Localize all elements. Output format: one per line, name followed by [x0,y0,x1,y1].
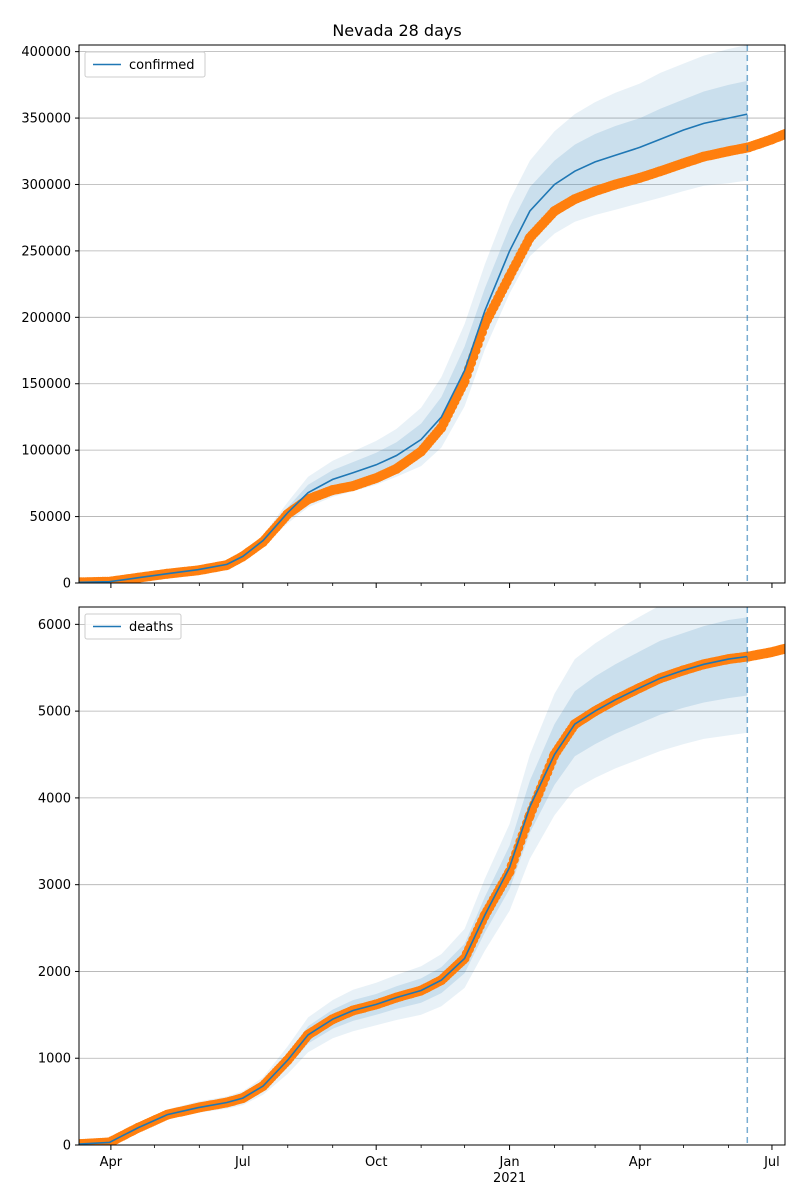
y-tick-label: 6000 [38,618,71,633]
y-tick-label: 50000 [30,510,71,525]
y-tick-label: 350000 [21,112,71,127]
legend: confirmed [84,51,206,78]
legend-label: deaths [129,620,174,635]
observed-point [780,643,785,654]
x-tick-label: Jan [499,1155,520,1170]
chart-title: Nevada 28 days [332,21,461,40]
y-tick-label: 400000 [21,45,71,60]
y-tick-label: 0 [63,1139,71,1154]
legend: deaths [84,613,182,640]
plot-area [79,607,785,1145]
uncertainty-band-outer [79,45,748,583]
y-tick-label: 4000 [38,791,71,806]
y-tick-label: 300000 [21,178,71,193]
y-tick-label: 2000 [38,965,71,980]
y-tick-label: 200000 [21,311,71,326]
plot-area [79,45,785,583]
uncertainty-band-outer [79,607,748,1145]
y-tick-label: 5000 [38,705,71,720]
legend-box [84,51,206,78]
axes-frame [78,606,786,1146]
y-tick-label: 0 [63,577,71,592]
legend-box [84,613,182,640]
y-tick-label: 150000 [21,377,71,392]
legend-label: confirmed [129,58,195,73]
x-tick-label: Oct [365,1155,387,1170]
x-tick-label: Apr [629,1155,652,1170]
x-year-label: 2021 [493,1171,526,1186]
model-line [79,113,748,583]
confirmed-panel: 0 50000 100000 150000 200000 250000 300000 3500… [21,44,786,592]
model-line [79,655,748,1145]
y-tick-label: 1000 [38,1052,71,1067]
x-tick-label: Jul [763,1155,780,1170]
x-tick-label: Apr [100,1155,123,1170]
x-tick-label: Jul [234,1155,251,1170]
y-tick-label: 100000 [21,444,71,459]
y-tick-label: 250000 [21,244,71,259]
deaths-panel: 0 1000 2000 3000 4000 5000 6000 Apr Jul Oct Jan Apr… [38,606,786,1186]
y-tick-label: 3000 [38,878,71,893]
observed-point [780,129,785,139]
axes-frame [78,44,786,584]
uncertainty-band-inner [79,617,748,1145]
